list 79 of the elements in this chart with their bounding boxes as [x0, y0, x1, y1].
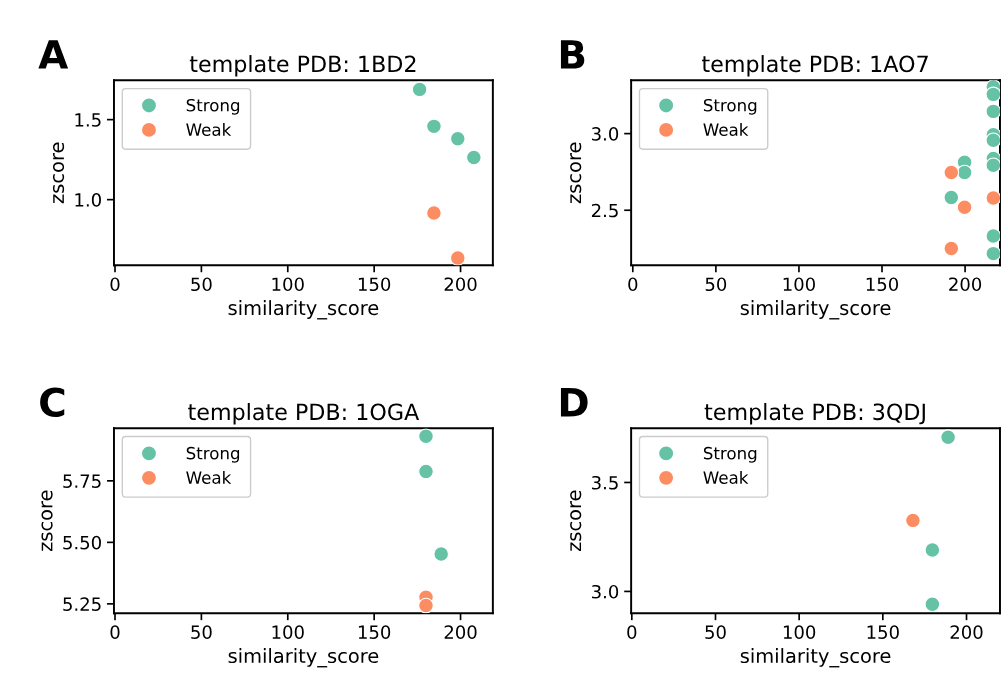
point: [411, 81, 428, 98]
y-tick-label: 5.50: [63, 535, 101, 550]
chart-title: template PDB: 1BD2: [189, 55, 416, 77]
y-tick-label: 3.0: [592, 584, 619, 599]
x-tick-label: 0: [110, 277, 120, 292]
x-tick-label: 200: [950, 625, 983, 639]
point: [985, 190, 1000, 206]
text: A: [38, 40, 69, 69]
point: [418, 463, 434, 480]
x-tick-label: 100: [272, 625, 304, 639]
x-tick-label: 50: [705, 277, 727, 292]
legend-label: Strong: [186, 446, 240, 463]
point: [943, 240, 960, 257]
y-tick-label: 3.0: [592, 127, 619, 141]
x-tick-label: 0: [110, 625, 120, 639]
point: [985, 228, 1000, 244]
x-tick-label: 100: [783, 625, 816, 639]
y-axis-title: zscore: [570, 490, 582, 552]
y-axis-title: zscore: [570, 142, 582, 204]
x-tick-label: 50: [191, 625, 212, 639]
y-axis-title: zscore: [41, 490, 53, 552]
x-axis-title: similarity_score: [740, 300, 891, 320]
x-axis-title: similarity_score: [740, 648, 891, 668]
x-tick-label: 200: [444, 277, 477, 292]
point: [940, 429, 956, 445]
chart-title: template PDB: 3QDJ: [704, 402, 925, 425]
x-tick-label: 100: [272, 277, 304, 292]
x-axis-title: similarity_score: [228, 648, 379, 668]
point: [905, 512, 921, 529]
point: [426, 118, 442, 135]
point: [943, 189, 960, 206]
x-axis-title: similarity_score: [228, 300, 379, 320]
x-tick-label: 150: [358, 277, 391, 292]
legend-label: Weak: [186, 471, 232, 484]
y-tick-label: 5.75: [63, 474, 101, 488]
x-tick-label: 0: [628, 277, 638, 292]
legend-label: Strong: [186, 98, 240, 115]
point: [943, 164, 960, 181]
y-tick-label: 1.5: [75, 113, 101, 127]
legend-label: Weak: [703, 123, 749, 136]
point: [418, 597, 434, 614]
chart-title: template PDB: 1OGA: [188, 402, 420, 425]
chart-title: template PDB: 1AO7: [702, 55, 928, 77]
point: [985, 157, 1000, 174]
point: [985, 103, 1000, 120]
x-tick-label: 150: [866, 277, 899, 292]
point: [924, 542, 941, 558]
y-tick-label: 3.5: [592, 475, 618, 490]
legend-label: Weak: [186, 123, 232, 136]
x-tick-label: 100: [783, 277, 815, 292]
point: [426, 205, 442, 221]
point: [924, 596, 941, 613]
x-tick-label: 0: [627, 625, 637, 639]
point: [433, 546, 450, 562]
y-axis-title: zscore: [52, 142, 65, 204]
point: [418, 428, 434, 445]
x-tick-label: 200: [949, 277, 982, 292]
text: B: [560, 40, 585, 69]
point: [985, 245, 1000, 262]
point: [985, 132, 1000, 149]
text: D: [560, 388, 588, 417]
text: C: [40, 387, 65, 417]
x-tick-label: 200: [444, 625, 477, 639]
x-tick-label: 150: [358, 625, 391, 639]
legend-label: Strong: [703, 446, 757, 463]
point: [985, 86, 1000, 103]
x-tick-label: 150: [867, 625, 899, 639]
y-tick-label: 5.25: [63, 597, 101, 611]
point: [449, 130, 466, 147]
point: [956, 164, 973, 181]
point: [449, 250, 466, 266]
x-tick-label: 50: [191, 277, 212, 292]
x-tick-label: 50: [705, 625, 726, 639]
y-tick-label: 2.5: [591, 203, 618, 218]
point: [466, 149, 482, 166]
point: [956, 199, 973, 216]
legend-label: Strong: [703, 98, 757, 115]
legend-label: Weak: [703, 471, 749, 484]
y-tick-label: 1.0: [75, 193, 101, 207]
